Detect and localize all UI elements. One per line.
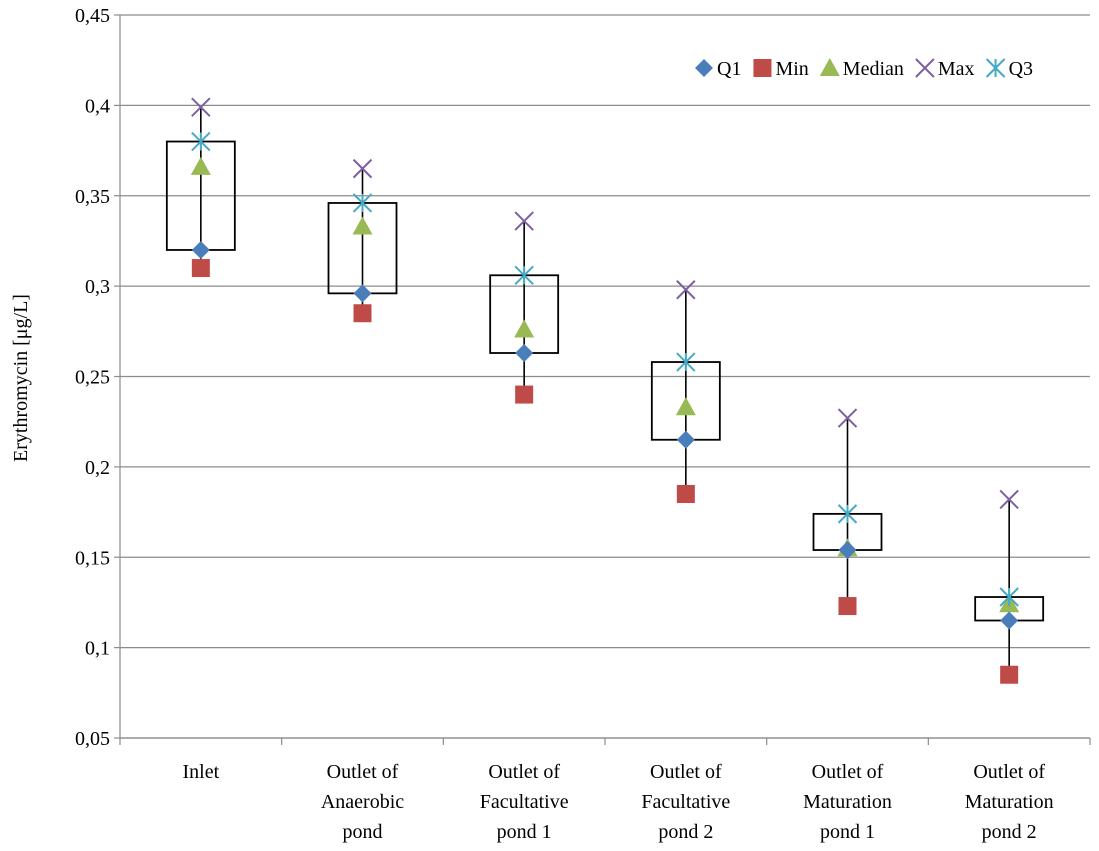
- marker-q3: [837, 504, 858, 524]
- x-axis: Inlet Outlet of Anaerobic pond Outlet of Facu…: [119, 737, 1091, 843]
- marker-max: [837, 408, 858, 428]
- gridlines: [120, 14, 1090, 739]
- marker-min: [353, 304, 372, 323]
- marker-q1: [191, 240, 210, 259]
- marker-max: [514, 211, 534, 231]
- marker-q3: [191, 131, 211, 152]
- legend-label-median: Median: [843, 58, 904, 80]
- marker-q1: [353, 284, 372, 303]
- y-tick-label: 0,45: [75, 5, 110, 27]
- x-tick-label: Outlet of Maturation pond 1: [803, 761, 892, 843]
- legend-marker-max: [915, 58, 935, 78]
- marker-median: [352, 216, 373, 235]
- legend-marker-q1: [695, 59, 713, 77]
- legend-marker-q3: [985, 58, 1006, 78]
- y-tick-label: 0,25: [75, 367, 110, 389]
- y-tick-label: 0,15: [75, 547, 110, 569]
- legend-marker-min: [753, 59, 772, 77]
- boxes: [165, 107, 1045, 675]
- y-tick-label: 0,2: [85, 457, 110, 479]
- y-tick-label: 0,1: [85, 638, 110, 660]
- marker-q3: [999, 587, 1019, 607]
- marker-q3: [352, 193, 373, 213]
- marker-median: [675, 397, 696, 416]
- y-tick-label: 0,35: [75, 186, 110, 208]
- legend-label-min: Min: [775, 58, 808, 80]
- marker-q3: [676, 352, 696, 372]
- marker-q1: [515, 344, 534, 363]
- legend-label-q1: Q1: [717, 58, 741, 80]
- marker-q1: [1000, 611, 1019, 630]
- legend-marker-median: [819, 58, 840, 76]
- marker-min: [676, 484, 695, 503]
- marker-min: [515, 385, 534, 404]
- marker-max: [352, 158, 373, 179]
- marker-min: [191, 259, 210, 278]
- marker-q1: [676, 430, 695, 449]
- marker-median: [514, 319, 535, 338]
- y-tick-label: 0,05: [75, 728, 110, 750]
- x-tick-label: Inlet: [183, 761, 220, 783]
- x-tick-label: Outlet of Maturation pond 2: [965, 761, 1054, 843]
- marker-max: [191, 97, 211, 117]
- y-axis-title: Erythromycin [μg/L]: [10, 294, 32, 462]
- y-tick-label: 0,4: [85, 95, 110, 117]
- y-tick-label: 0,3: [85, 276, 110, 298]
- marker-min: [838, 597, 857, 616]
- x-tick-label: Outlet of Facultative pond 2: [641, 761, 730, 843]
- marker-median: [190, 156, 211, 175]
- marker-min: [1000, 665, 1019, 684]
- marker-q3: [514, 265, 534, 285]
- legend-label-q3: Q3: [1009, 58, 1033, 80]
- x-tick-label: Outlet of Anaerobic pond: [321, 761, 404, 843]
- legend: Q1 Min Median Max Q3: [695, 58, 1033, 80]
- marker-max: [676, 280, 696, 300]
- legend-label-max: Max: [938, 58, 975, 80]
- y-axis: 0,05 0,1 0,15 0,2 0,25 0,3 0,35 0,4 0,45: [75, 5, 121, 750]
- marker-max: [999, 489, 1019, 510]
- marker-q1: [838, 541, 857, 560]
- data-markers: [190, 97, 1020, 684]
- x-tick-label: Outlet of Facultative pond 1: [480, 761, 569, 843]
